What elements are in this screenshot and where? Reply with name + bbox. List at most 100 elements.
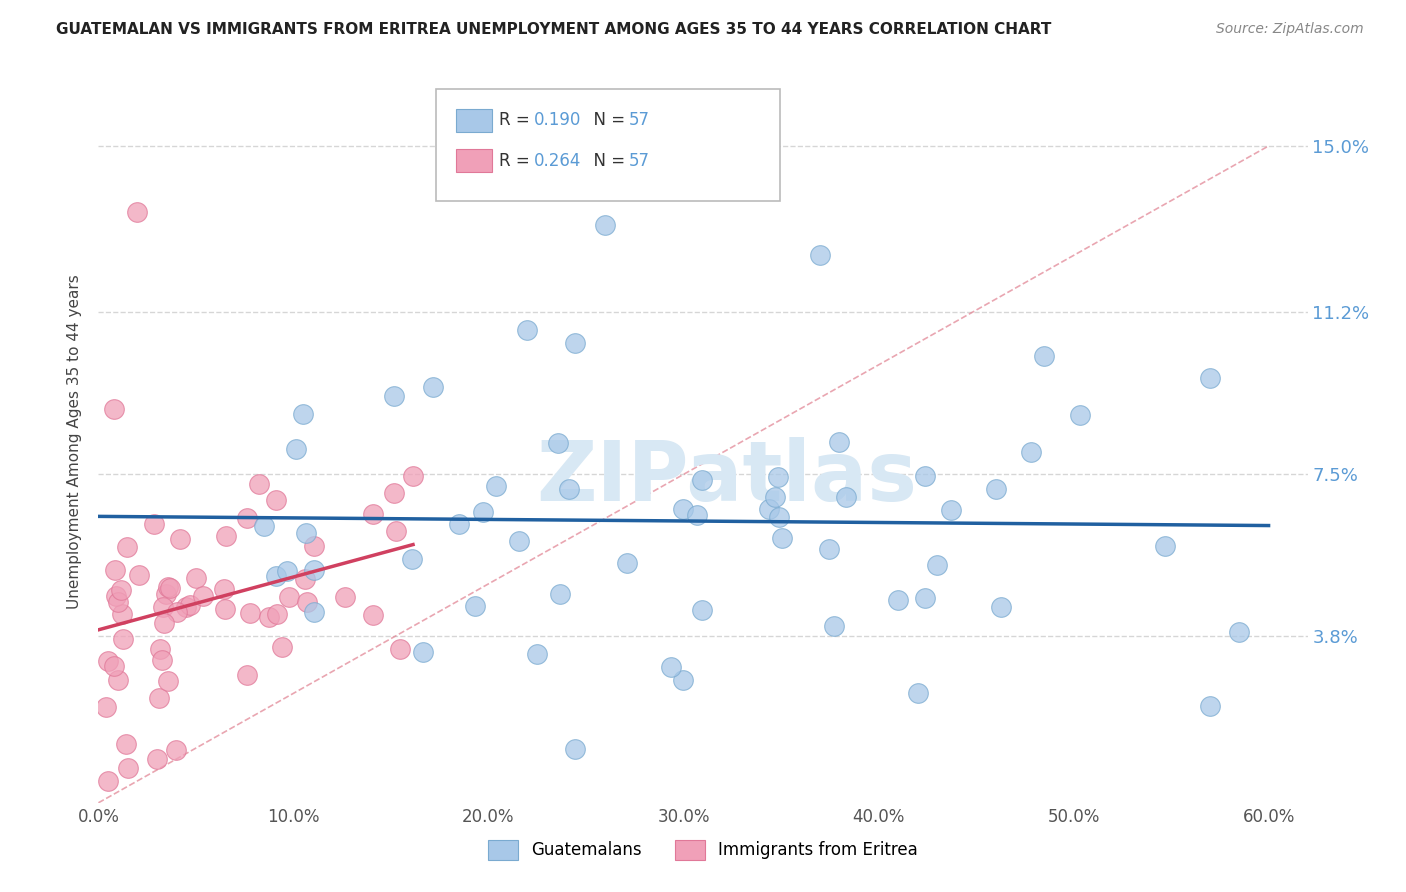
Point xyxy=(447,517,470,532)
Point xyxy=(149,642,172,657)
Point xyxy=(382,486,405,500)
Point xyxy=(179,599,201,613)
Point xyxy=(516,323,538,337)
Point xyxy=(1033,350,1056,364)
Point xyxy=(302,539,325,553)
Point xyxy=(214,601,236,615)
Point xyxy=(146,752,169,766)
Point xyxy=(284,442,307,457)
Point xyxy=(818,541,841,556)
Point xyxy=(115,737,138,751)
Point xyxy=(616,556,638,570)
Point xyxy=(766,470,789,484)
Point xyxy=(169,532,191,546)
Point xyxy=(1199,370,1222,384)
Point xyxy=(266,607,288,622)
Point xyxy=(1019,444,1042,458)
Point xyxy=(110,582,132,597)
Point xyxy=(184,571,207,585)
Point xyxy=(939,503,962,517)
Point xyxy=(103,659,125,673)
Point xyxy=(247,476,270,491)
Point xyxy=(548,587,571,601)
Point xyxy=(558,483,581,497)
Point xyxy=(690,603,713,617)
Point xyxy=(165,743,187,757)
Point xyxy=(152,599,174,614)
Point xyxy=(763,490,786,504)
Text: R =: R = xyxy=(499,152,536,169)
Point xyxy=(1069,408,1091,422)
Point xyxy=(564,742,586,756)
Point xyxy=(464,599,486,613)
Point xyxy=(690,473,713,487)
Point xyxy=(485,479,508,493)
Point xyxy=(107,673,129,687)
Point xyxy=(401,552,423,566)
Point xyxy=(402,469,425,483)
Point xyxy=(384,389,406,403)
Point xyxy=(153,615,176,630)
Point xyxy=(672,502,695,516)
Point xyxy=(236,510,259,524)
Text: ZIPatlas: ZIPatlas xyxy=(537,437,918,518)
Point xyxy=(887,592,910,607)
Point xyxy=(212,582,235,596)
Point xyxy=(156,580,179,594)
Point xyxy=(672,673,695,688)
Point xyxy=(808,248,831,262)
Point xyxy=(1199,699,1222,714)
Point xyxy=(302,605,325,619)
Point xyxy=(835,491,858,505)
Point xyxy=(127,204,149,219)
Point xyxy=(264,569,287,583)
Text: 57: 57 xyxy=(628,152,650,169)
Text: Source: ZipAtlas.com: Source: ZipAtlas.com xyxy=(1216,22,1364,37)
Point xyxy=(148,691,170,706)
Point xyxy=(471,505,494,519)
Point xyxy=(547,435,569,450)
Point xyxy=(412,644,434,658)
Point xyxy=(111,607,134,621)
Point xyxy=(97,654,120,668)
Point xyxy=(292,407,315,421)
Text: N =: N = xyxy=(583,152,631,169)
Point xyxy=(302,563,325,577)
Point xyxy=(914,591,936,606)
Point xyxy=(388,641,411,656)
Text: 0.264: 0.264 xyxy=(534,152,582,169)
Point xyxy=(770,532,793,546)
Point xyxy=(294,572,316,586)
Point xyxy=(166,605,188,619)
Point xyxy=(564,335,586,350)
Point xyxy=(96,699,118,714)
Point xyxy=(361,507,384,521)
Point xyxy=(384,524,406,538)
Point xyxy=(595,218,617,232)
Y-axis label: Unemployment Among Ages 35 to 44 years: Unemployment Among Ages 35 to 44 years xyxy=(67,274,83,609)
Point xyxy=(1227,624,1250,639)
Point xyxy=(758,502,780,516)
Point xyxy=(103,401,125,416)
Point xyxy=(422,380,444,394)
Point xyxy=(907,686,929,700)
Point xyxy=(297,595,319,609)
Point xyxy=(142,516,165,531)
Point xyxy=(252,518,274,533)
Point xyxy=(159,581,181,595)
Point xyxy=(984,482,1007,496)
Point xyxy=(526,647,548,661)
Point xyxy=(128,567,150,582)
Legend: Guatemalans, Immigrants from Eritrea: Guatemalans, Immigrants from Eritrea xyxy=(481,833,925,867)
Point xyxy=(105,590,128,604)
Point xyxy=(990,599,1012,614)
Point xyxy=(828,435,851,450)
Point xyxy=(278,590,301,604)
Point xyxy=(117,761,139,775)
Point xyxy=(264,492,287,507)
Point xyxy=(155,587,177,601)
Point xyxy=(914,469,936,483)
Text: R =: R = xyxy=(499,112,536,129)
Point xyxy=(768,510,790,524)
Point xyxy=(107,595,129,609)
